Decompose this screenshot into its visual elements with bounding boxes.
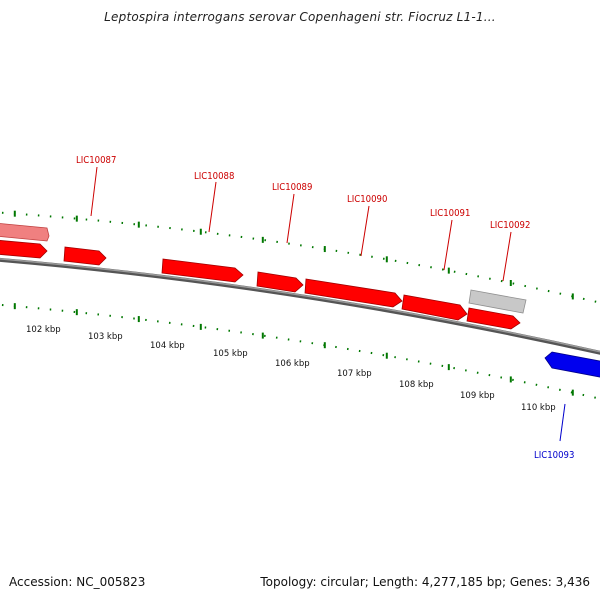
scale-label: 105 kbp — [213, 349, 248, 359]
gene-feature-LIC10088[interactable] — [161, 258, 244, 283]
gene-feature-partial[interactable] — [0, 240, 48, 259]
gene-features — [0, 223, 600, 378]
gene-label-LIC10089[interactable]: LIC10089 — [272, 182, 312, 193]
forward-track-ticks — [13, 210, 574, 300]
gene-label-LIC10088[interactable]: LIC10088 — [194, 171, 234, 182]
scale-label: 106 kbp — [275, 359, 310, 369]
gene-feature-LIC10092b[interactable] — [466, 307, 521, 330]
scale-label: 109 kbp — [460, 391, 495, 401]
accession-text: Accession: NC_005823 — [9, 575, 146, 589]
gene-feature-LIC10089[interactable] — [256, 271, 304, 293]
gene-feature-faded[interactable] — [0, 223, 50, 242]
scale-label: 102 kbp — [26, 325, 61, 335]
genome-backbone — [0, 257, 600, 355]
scale-labels: 102 kbp 103 kbp 104 kbp 105 kbp 106 kbp … — [26, 325, 556, 413]
gene-labels: LIC10087 LIC10088 LIC10089 LIC10090 LIC1… — [76, 155, 574, 461]
gene-label-LIC10093[interactable]: LIC10093 — [534, 450, 574, 461]
scale-ticks — [13, 303, 574, 396]
gene-feature-LIC10090[interactable] — [304, 278, 403, 308]
gene-label-LIC10087[interactable]: LIC10087 — [76, 155, 116, 166]
gene-feature-LIC10092[interactable] — [468, 289, 527, 314]
gene-feature-LIC10093[interactable] — [544, 351, 600, 378]
genome-summary-text: Topology: circular; Length: 4,277,185 bp… — [260, 575, 590, 589]
gene-label-leader-LIC10093 — [559, 403, 566, 442]
scale-label: 104 kbp — [150, 341, 185, 351]
genome-backbone-highlight — [0, 258, 600, 353]
gene-feature[interactable] — [63, 246, 107, 266]
scale-label: 107 kbp — [337, 369, 372, 379]
scale-label: 103 kbp — [88, 332, 123, 342]
gene-label-LIC10090[interactable]: LIC10090 — [347, 194, 387, 205]
gene-label-LIC10092[interactable]: LIC10092 — [490, 220, 530, 231]
gene-feature-LIC10091[interactable] — [401, 294, 468, 321]
scale-label: 108 kbp — [399, 380, 434, 390]
scale-track-dots — [0, 303, 600, 400]
gene-label-leaders — [90, 166, 512, 282]
gene-label-LIC10091[interactable]: LIC10091 — [430, 208, 470, 219]
map-title: Leptospira interrogans serovar Copenhage… — [104, 10, 496, 24]
scale-label: 110 kbp — [521, 403, 556, 413]
